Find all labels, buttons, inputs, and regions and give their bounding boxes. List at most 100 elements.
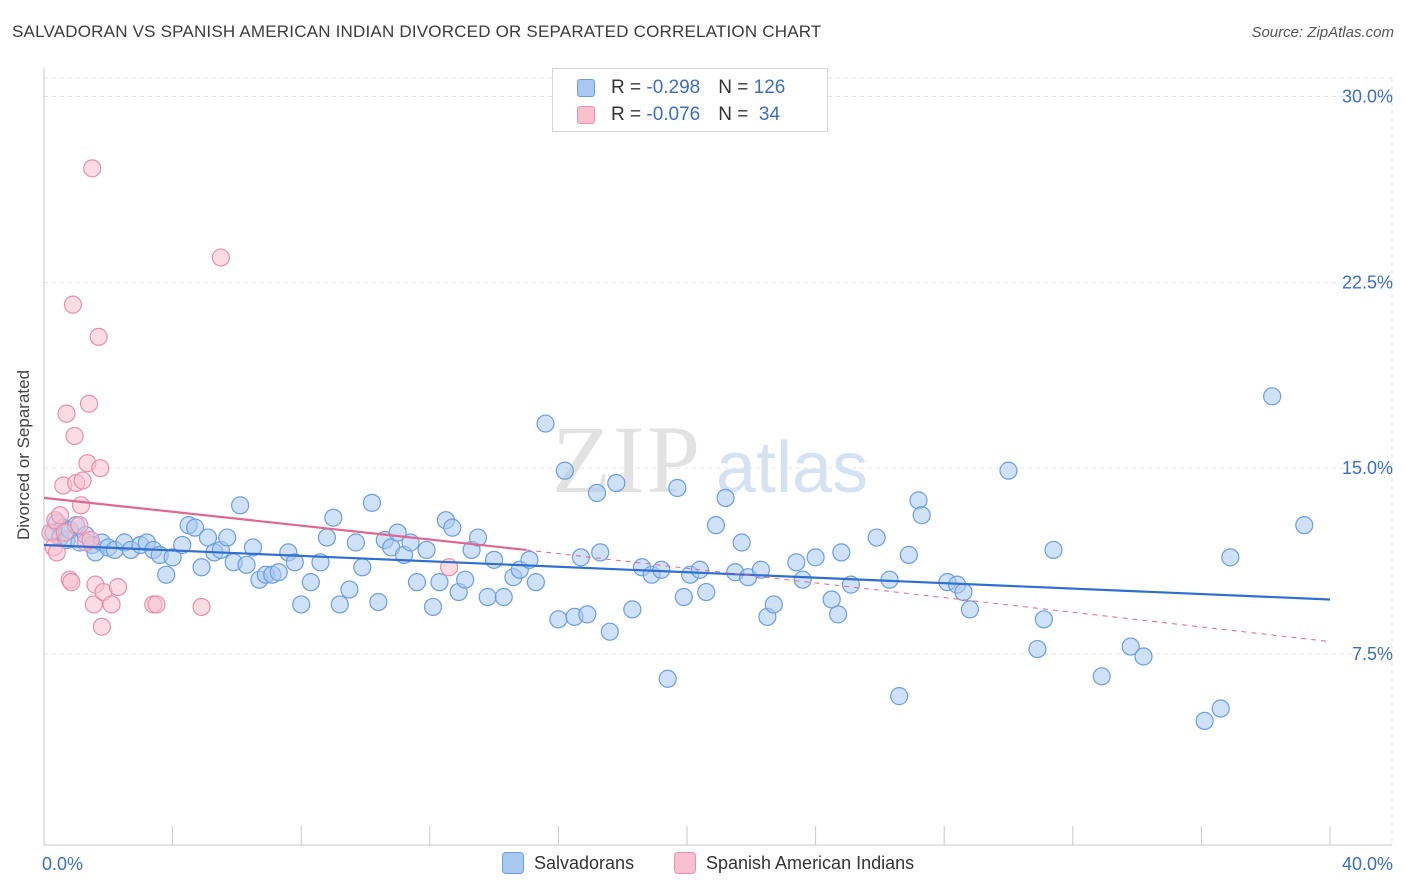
legend-swatch-pink bbox=[577, 106, 595, 124]
legend-r-value: -0.298 bbox=[646, 77, 701, 98]
salvadoran-point-31 bbox=[231, 496, 250, 515]
legend-row-salvadorans: R = -0.298 N = 126 bbox=[577, 77, 785, 99]
salvadoran-point-86 bbox=[652, 560, 671, 579]
salvadoran-point-71 bbox=[520, 550, 539, 569]
salvadoran-point-119 bbox=[1028, 639, 1047, 659]
salvadoran-point-108 bbox=[867, 528, 886, 547]
salvadoran-point-65 bbox=[468, 528, 488, 547]
salvadoran-point-123 bbox=[1121, 637, 1140, 656]
spanish-point-11 bbox=[65, 426, 84, 446]
salvadoran-point-39 bbox=[285, 553, 304, 572]
salvadoran-point-42 bbox=[311, 553, 330, 572]
salvadoran-point-81 bbox=[600, 622, 619, 641]
spanish-point-20 bbox=[83, 159, 102, 178]
salvadoran-point-47 bbox=[346, 533, 365, 552]
legend-label-spanish: Spanish American Indians bbox=[706, 852, 915, 873]
salvadoran-point-101 bbox=[787, 553, 806, 572]
watermark-zip: ZIP bbox=[552, 406, 702, 513]
salvadoran-point-87 bbox=[658, 669, 677, 688]
stats-legend: R = -0.298 N = 126 R = -0.076 N = 34 bbox=[552, 68, 828, 132]
salvadoran-point-105 bbox=[829, 605, 848, 624]
salvadoran-point-48 bbox=[353, 558, 372, 577]
salvadoran-point-94 bbox=[716, 488, 735, 507]
spanish-point-7 bbox=[57, 404, 76, 423]
watermark-atlas: atlas bbox=[716, 428, 868, 508]
y-tick-label-2: 22.5% bbox=[1342, 272, 1393, 292]
salvadoran-point-80 bbox=[587, 483, 607, 503]
salvadoran-point-93 bbox=[706, 516, 726, 535]
salvadoran-point-41 bbox=[301, 573, 320, 592]
salvadoran-point-126 bbox=[1211, 699, 1230, 718]
legend-r-label: R = bbox=[611, 77, 647, 98]
spanish-american-indians-points bbox=[41, 159, 459, 636]
legend-row-spanish: R = -0.076 N = 34 bbox=[577, 104, 780, 126]
salvadoran-point-113 bbox=[912, 506, 931, 525]
y-tick-label-1: 15.0% bbox=[1342, 458, 1393, 478]
salvadoran-point-63 bbox=[456, 570, 475, 589]
salvadoran-point-40 bbox=[292, 595, 311, 614]
salvadoran-point-29 bbox=[218, 528, 237, 547]
legend-swatch-salvadorans bbox=[502, 852, 524, 874]
axes bbox=[43, 68, 1392, 846]
salvadoran-point-98 bbox=[751, 560, 771, 579]
salvadoran-point-111 bbox=[899, 545, 918, 564]
series-legend: Salvadorans Spanish American Indians bbox=[0, 852, 1406, 876]
salvadoran-point-56 bbox=[407, 573, 427, 592]
salvadoran-point-22 bbox=[173, 535, 192, 555]
salvadoran-point-103 bbox=[806, 548, 825, 567]
salvadoran-point-116 bbox=[954, 582, 973, 602]
salvadoran-point-32 bbox=[237, 555, 256, 574]
spanish-point-4 bbox=[50, 506, 70, 525]
salvadoran-point-45 bbox=[330, 595, 349, 614]
spanish-point-21 bbox=[84, 595, 103, 614]
salvadoran-point-61 bbox=[443, 518, 462, 537]
salvadoran-point-74 bbox=[549, 610, 568, 629]
spanish-point-24 bbox=[91, 459, 110, 478]
spanish-point-23 bbox=[89, 327, 108, 346]
source-label: Source: ZipAtlas.com bbox=[1251, 24, 1394, 41]
salvadoran-point-83 bbox=[623, 600, 642, 619]
legend-swatch-blue bbox=[577, 79, 595, 97]
y-tick-label-0: 7.5% bbox=[1352, 644, 1393, 664]
salvadoran-point-43 bbox=[317, 528, 337, 547]
y-axis-label: Divorced or Separated bbox=[14, 369, 33, 541]
legend-n-label: N = bbox=[718, 77, 754, 98]
salvadoran-point-128 bbox=[1263, 387, 1282, 406]
salvadoran-point-78 bbox=[578, 605, 597, 624]
legend-n-value: 34 bbox=[753, 104, 781, 125]
spanish-trend-line-dashed bbox=[526, 549, 1331, 643]
salvadoran-point-129 bbox=[1295, 516, 1314, 535]
salvadoran-point-124 bbox=[1134, 647, 1153, 666]
salvadoran-point-66 bbox=[478, 587, 497, 607]
spanish-point-19 bbox=[81, 530, 100, 550]
salvadoran-point-100 bbox=[764, 595, 783, 614]
spanish-point-18 bbox=[79, 394, 99, 413]
salvadoran-point-58 bbox=[423, 597, 443, 617]
salvadoran-point-120 bbox=[1044, 540, 1063, 560]
spanish-point-10 bbox=[63, 295, 83, 314]
salvadoran-point-77 bbox=[571, 548, 591, 567]
salvadoran-point-33 bbox=[243, 538, 263, 557]
legend-n-label: N = bbox=[718, 104, 754, 125]
legend-item-spanish-american-indians[interactable]: Spanish American Indians bbox=[674, 852, 914, 874]
salvadoran-point-88 bbox=[668, 478, 687, 498]
salvadoran-point-117 bbox=[960, 600, 980, 619]
salvadoran-point-96 bbox=[732, 533, 751, 552]
spanish-trend-line bbox=[43, 496, 527, 552]
salvadoran-point-92 bbox=[697, 582, 716, 602]
legend-n-value: 126 bbox=[753, 77, 786, 98]
spanish-point-9 bbox=[62, 573, 81, 592]
salvadoran-point-46 bbox=[340, 580, 359, 599]
salvadoran-point-68 bbox=[494, 587, 513, 607]
spanish-point-30 bbox=[147, 595, 166, 614]
salvadoran-point-59 bbox=[430, 573, 449, 592]
spanish-point-32 bbox=[211, 248, 230, 267]
salvadoran-point-75 bbox=[555, 461, 574, 480]
legend-item-salvadorans[interactable]: Salvadorans bbox=[502, 852, 634, 874]
legend-r-value: -0.076 bbox=[646, 104, 701, 125]
salvadoran-point-72 bbox=[526, 573, 545, 592]
salvadoran-point-110 bbox=[890, 687, 909, 706]
salvadoran-point-89 bbox=[674, 587, 693, 607]
salvadoran-point-67 bbox=[485, 550, 504, 569]
